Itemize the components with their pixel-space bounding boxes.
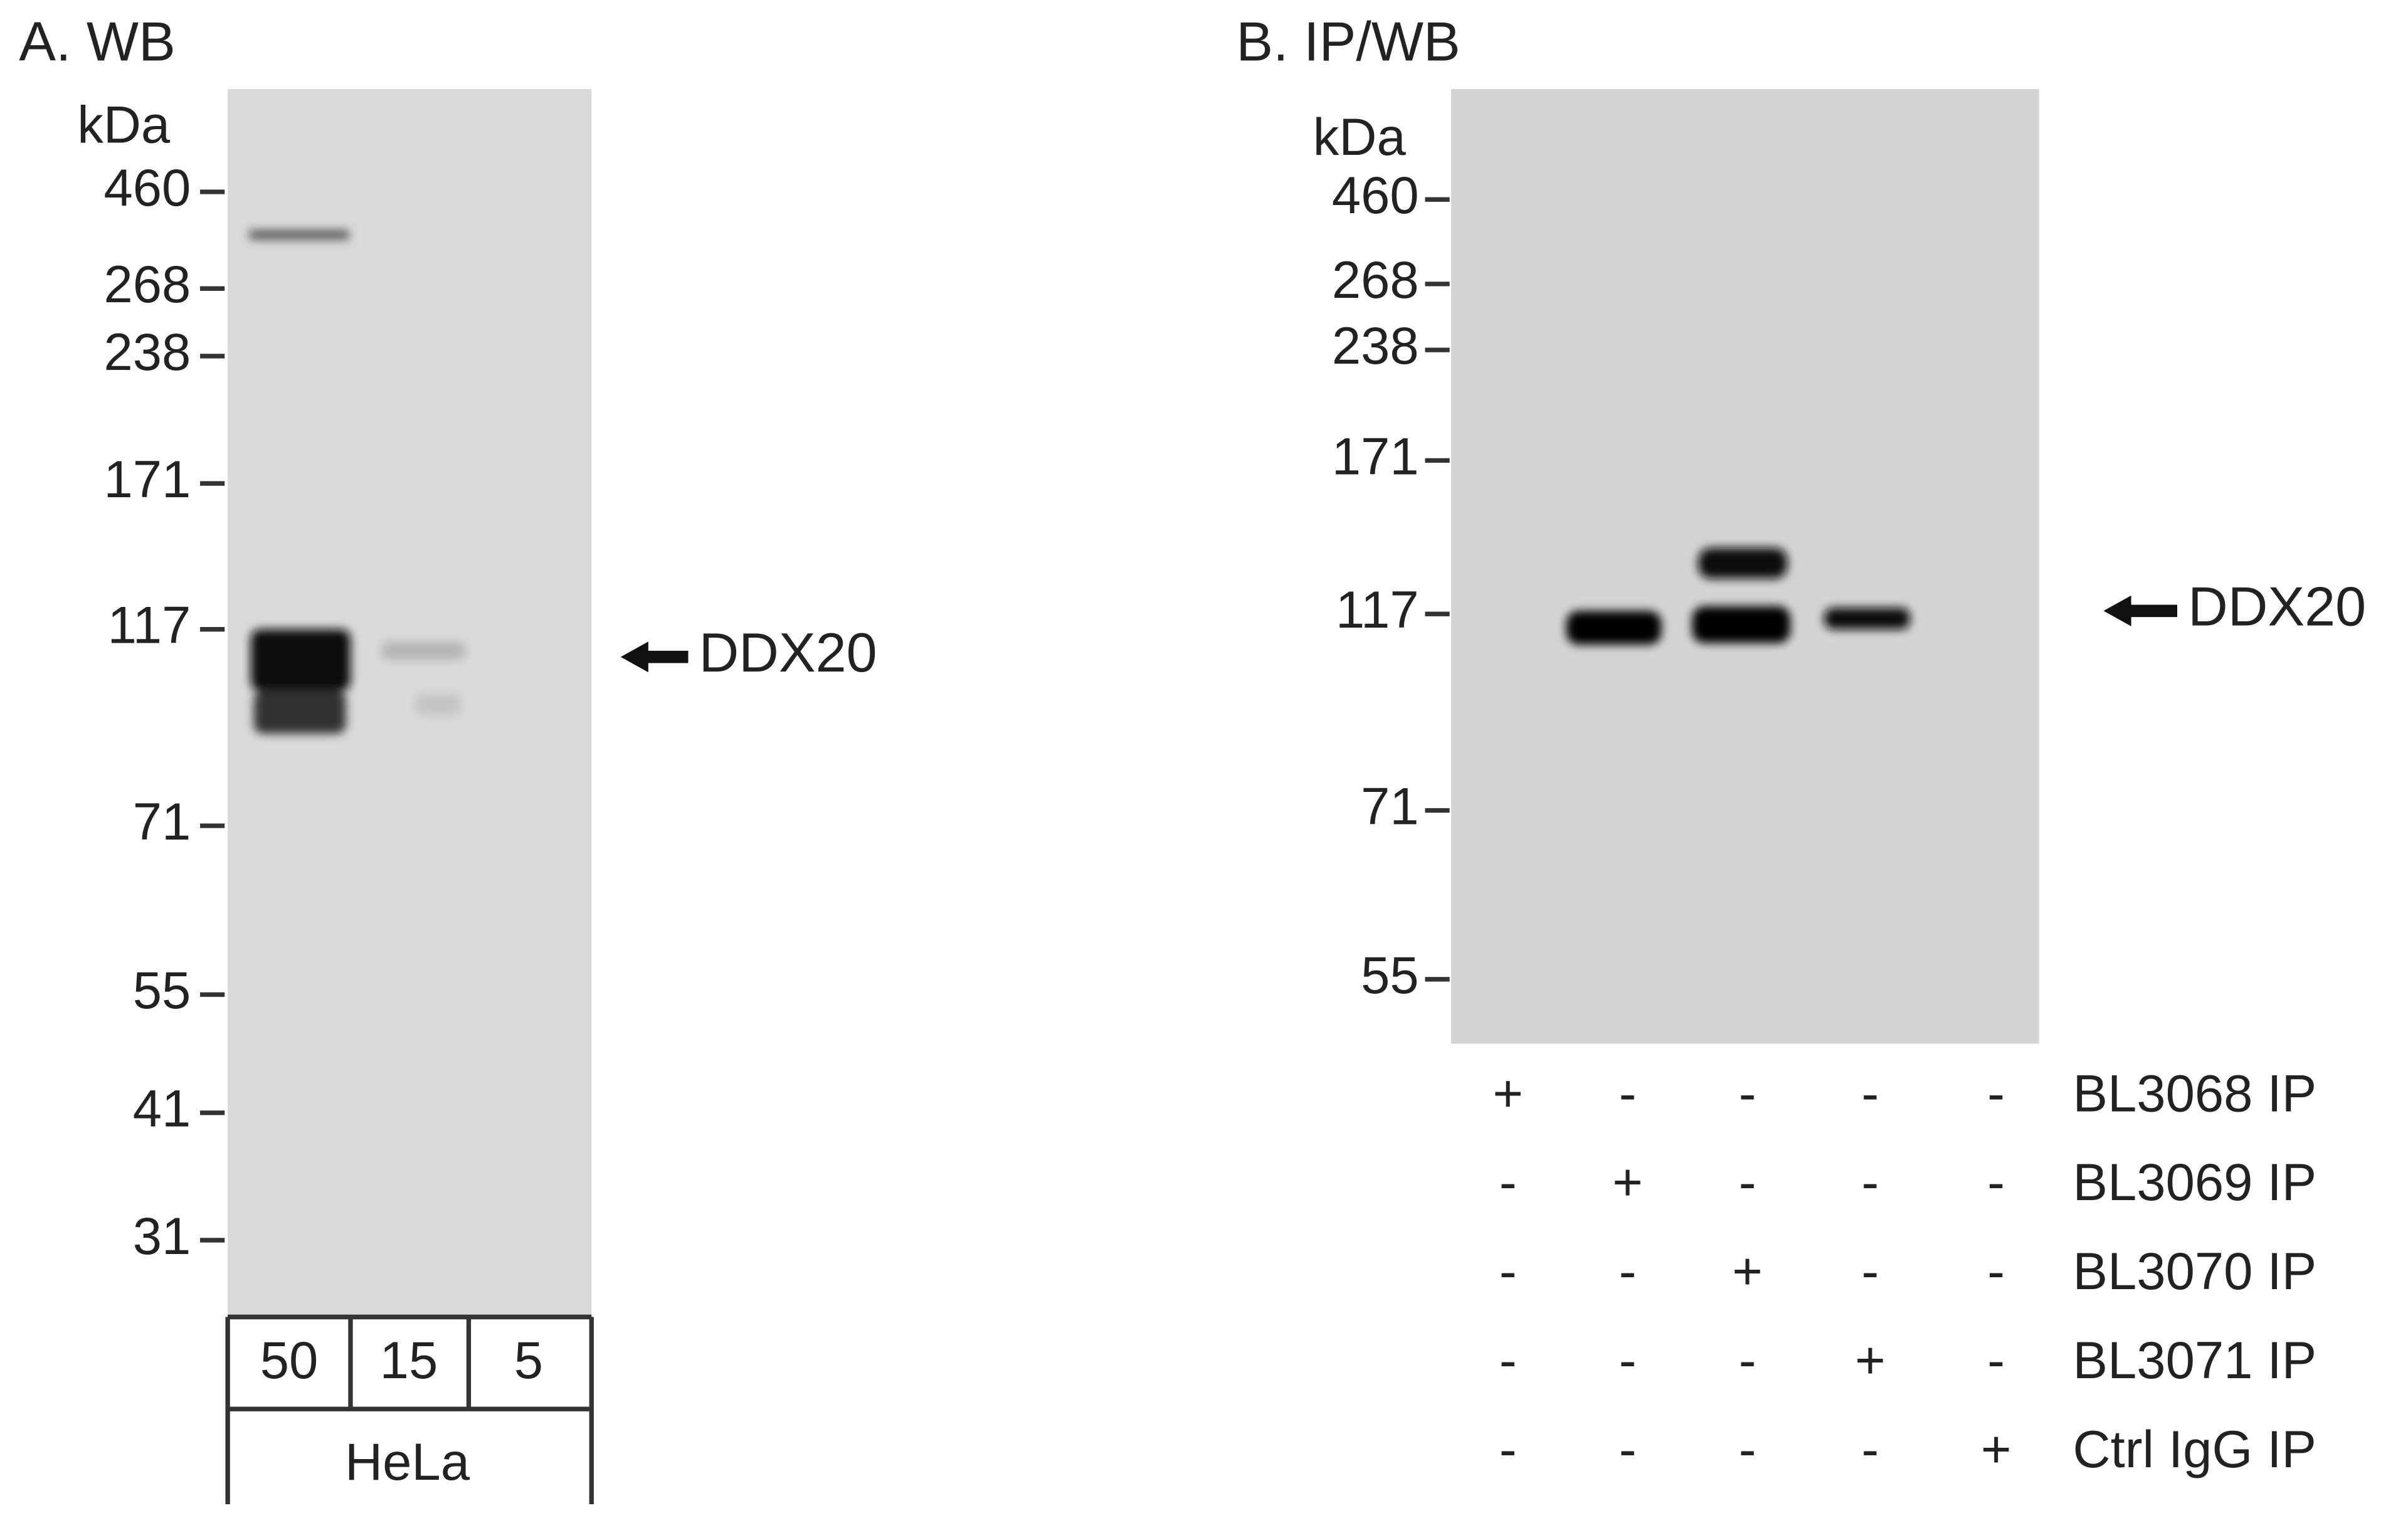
ip-sign: - [1499,1153,1517,1211]
marker-label: 55 [133,961,191,1020]
ip-sign: + [1732,1242,1763,1300]
ip-sign: - [1987,1331,2005,1389]
arrow [2103,595,2177,626]
ip-sign: + [1492,1064,1523,1122]
ip-sign: - [1862,1153,1879,1211]
ip-sign: - [1619,1064,1637,1122]
bands [249,230,466,734]
band-label: DDX20 [2188,576,2366,638]
marker-label: 171 [104,450,191,509]
ip-sign: - [1619,1242,1637,1300]
marker-label: 31 [133,1207,191,1265]
panel-title: A. WB [19,11,176,73]
panel-title: B. IP/WB [1236,11,1460,73]
unit-label: kDa [1313,108,1407,166]
marker-label: 268 [1332,251,1419,309]
marker-label: 460 [1332,166,1419,224]
ip-sign: - [1987,1153,2005,1211]
lane-label: 15 [380,1331,438,1389]
marker-label: 71 [1361,777,1419,835]
marker-label: 171 [1332,427,1419,485]
marker-label: 238 [104,323,191,381]
marker-label: 460 [104,159,191,217]
ip-sign: - [1739,1331,1756,1389]
marker-label: 117 [1336,581,1419,639]
marker-label: 41 [133,1080,191,1138]
ip-sign: - [1739,1420,1756,1478]
ip-sign: - [1987,1242,2005,1300]
ip-sign: - [1499,1420,1517,1478]
unit-label: kDa [77,96,171,154]
ip-sign: + [1855,1331,1886,1389]
marker-label: 71 [133,793,191,851]
arrow [620,641,689,673]
ip-sign: - [1619,1420,1637,1478]
ip-label: BL3068 IP [2073,1064,2317,1122]
bands [1566,547,1911,645]
lane-label: 50 [260,1331,319,1389]
ip-label: BL3069 IP [2073,1153,2317,1211]
ip-sign: - [1862,1420,1879,1478]
marker-label: 268 [104,255,191,314]
marker-label: 238 [1332,317,1419,375]
ip-sign: + [1612,1153,1643,1211]
ip-sign: - [1619,1331,1637,1389]
ip-label: BL3071 IP [2073,1331,2317,1389]
ip-sign: + [1981,1420,2012,1478]
ip-sign: - [1499,1331,1517,1389]
marker-label: 55 [1361,946,1419,1004]
band-label: DDX20 [699,621,877,683]
ip-label: Ctrl IgG IP [2073,1420,2316,1478]
ip-sign: - [1739,1064,1756,1122]
ip-sign: - [1987,1064,2005,1122]
lane-label: 5 [514,1331,543,1389]
ip-sign: - [1499,1242,1517,1300]
cell-line: HeLa [345,1433,470,1491]
lane-box [225,1314,594,1504]
ip-sign: - [1739,1153,1756,1211]
marker-label: 117 [108,596,191,655]
ip-sign: - [1862,1242,1879,1300]
ip-label: BL3070 IP [2073,1242,2317,1300]
ip-sign: - [1862,1064,1879,1122]
